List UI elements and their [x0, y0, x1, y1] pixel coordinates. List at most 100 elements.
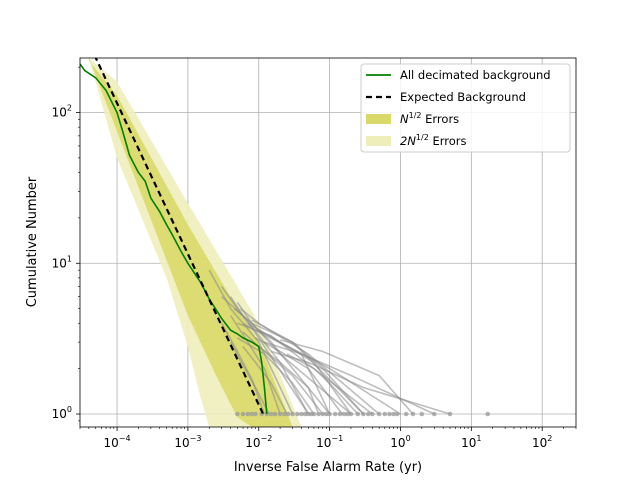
y-tick-base: 10 — [52, 106, 67, 120]
y-tick-label: 102 — [52, 104, 72, 120]
background-trial-point — [376, 411, 382, 417]
background-trial-point — [272, 411, 278, 417]
background-trial-curve — [242, 331, 324, 415]
background-trial-point — [235, 411, 240, 417]
background-trial-curve — [221, 322, 266, 415]
background-trial-point — [332, 411, 338, 417]
x-tick-exponent: 1 — [476, 434, 481, 443]
background-trial-point — [370, 411, 375, 417]
background-trial-point — [249, 411, 255, 417]
background-trial-curve — [236, 337, 315, 415]
background-trial-curve — [286, 353, 359, 415]
background-trial-point — [245, 411, 251, 417]
legend-label: All decimated background — [400, 68, 551, 82]
background-trial-curve — [229, 341, 270, 415]
legend-label-tail: Errors — [421, 112, 459, 126]
legend-label-exponent: 1/2 — [416, 133, 429, 142]
background-trial-point — [403, 411, 409, 417]
legend-label: N1/2 Errors — [400, 111, 459, 126]
background-trial-point — [299, 411, 304, 417]
background-trial-point — [355, 411, 361, 417]
background-trial-point — [341, 411, 347, 417]
legend-swatch-band — [366, 136, 391, 146]
y-tick-base: 10 — [52, 407, 67, 421]
background-trial-point — [361, 411, 366, 417]
background-trial-point — [447, 411, 453, 417]
legend: All decimated background Expected Backgro… — [360, 63, 571, 153]
y-tick-label: 101 — [52, 254, 72, 270]
expected-background-line — [94, 58, 266, 418]
background-trial-point — [240, 411, 246, 417]
background-trial-point — [419, 411, 425, 417]
background-trial-curve — [264, 341, 435, 415]
background-trial-point — [348, 411, 354, 417]
y-tick-exponent: 0 — [67, 405, 72, 414]
background-trial-point — [311, 411, 317, 417]
x-tick-label: 102 — [532, 434, 552, 450]
background-trial-point — [345, 411, 351, 417]
plot-frame — [79, 57, 577, 428]
x-tick-exponent: 2 — [547, 434, 552, 443]
background-trial-point — [253, 411, 258, 417]
background-trial-curve — [229, 315, 281, 415]
legend-box — [360, 63, 571, 153]
x-tick-label: 100 — [390, 434, 410, 450]
legend-label-tail: Errors — [429, 134, 467, 148]
x-tick-base: 10 — [532, 436, 547, 450]
background-trial-point — [410, 411, 416, 417]
y-tick-exponent: 2 — [67, 104, 72, 113]
background-trial-point — [316, 411, 321, 417]
legend-label-base: 2N — [400, 134, 416, 148]
x-axis-label: Inverse False Alarm Rate (yr) — [234, 460, 422, 475]
legend-label-exponent: 1/2 — [409, 111, 422, 120]
x-tick-exponent: −1 — [331, 434, 343, 443]
background-trial-point — [277, 411, 283, 417]
background-trial-curve — [221, 296, 310, 415]
x-tick-exponent: −3 — [190, 434, 202, 443]
x-tick-label: 10−4 — [104, 434, 131, 450]
background-trial-point — [285, 411, 291, 417]
background-trial-point — [337, 411, 343, 417]
legend-label: 2N1/2 Errors — [400, 133, 466, 148]
x-tick-base: 10 — [316, 436, 331, 450]
background-trial-point — [327, 411, 332, 417]
x-tick-base: 10 — [104, 436, 119, 450]
main-lines — [80, 58, 268, 418]
x-tick-base: 10 — [245, 436, 260, 450]
background-trial-point — [290, 411, 295, 417]
background-trial-point — [324, 411, 329, 417]
gray-points — [235, 411, 491, 417]
y-tick-label: 100 — [52, 405, 72, 421]
background-trial-curve — [255, 337, 343, 415]
background-trial-point — [485, 411, 491, 417]
y-tick-base: 10 — [52, 256, 67, 270]
legend-label-base: N — [400, 112, 409, 126]
background-trial-point — [365, 411, 371, 417]
background-trial-curve — [239, 307, 380, 415]
background-trial-curve — [270, 350, 451, 415]
x-tick-label: 10−2 — [245, 434, 272, 450]
x-tick-exponent: −4 — [119, 434, 131, 443]
background-trial-curve — [251, 319, 364, 415]
background-trial-point — [268, 411, 274, 417]
x-tick-base: 10 — [174, 436, 189, 450]
legend-swatch-band — [366, 114, 391, 124]
background-trial-point — [382, 411, 388, 417]
background-trial-point — [432, 411, 437, 417]
background-trial-point — [394, 411, 400, 417]
x-tick-label: 10−3 — [174, 434, 201, 450]
background-trial-curve — [258, 345, 320, 415]
decimated-background-line — [80, 63, 268, 415]
background-trial-point — [387, 411, 392, 417]
background-trial-point — [320, 411, 326, 417]
x-tick-base: 10 — [461, 436, 476, 450]
gray-curves — [208, 269, 451, 415]
legend-label: Expected Background — [400, 90, 526, 104]
background-trial-point — [282, 411, 287, 417]
x-tick-exponent: −2 — [261, 434, 273, 443]
y-axis-label: Cumulative Number — [25, 176, 40, 307]
x-tick-label: 10−1 — [316, 434, 343, 450]
x-tick-exponent: 0 — [406, 434, 411, 443]
